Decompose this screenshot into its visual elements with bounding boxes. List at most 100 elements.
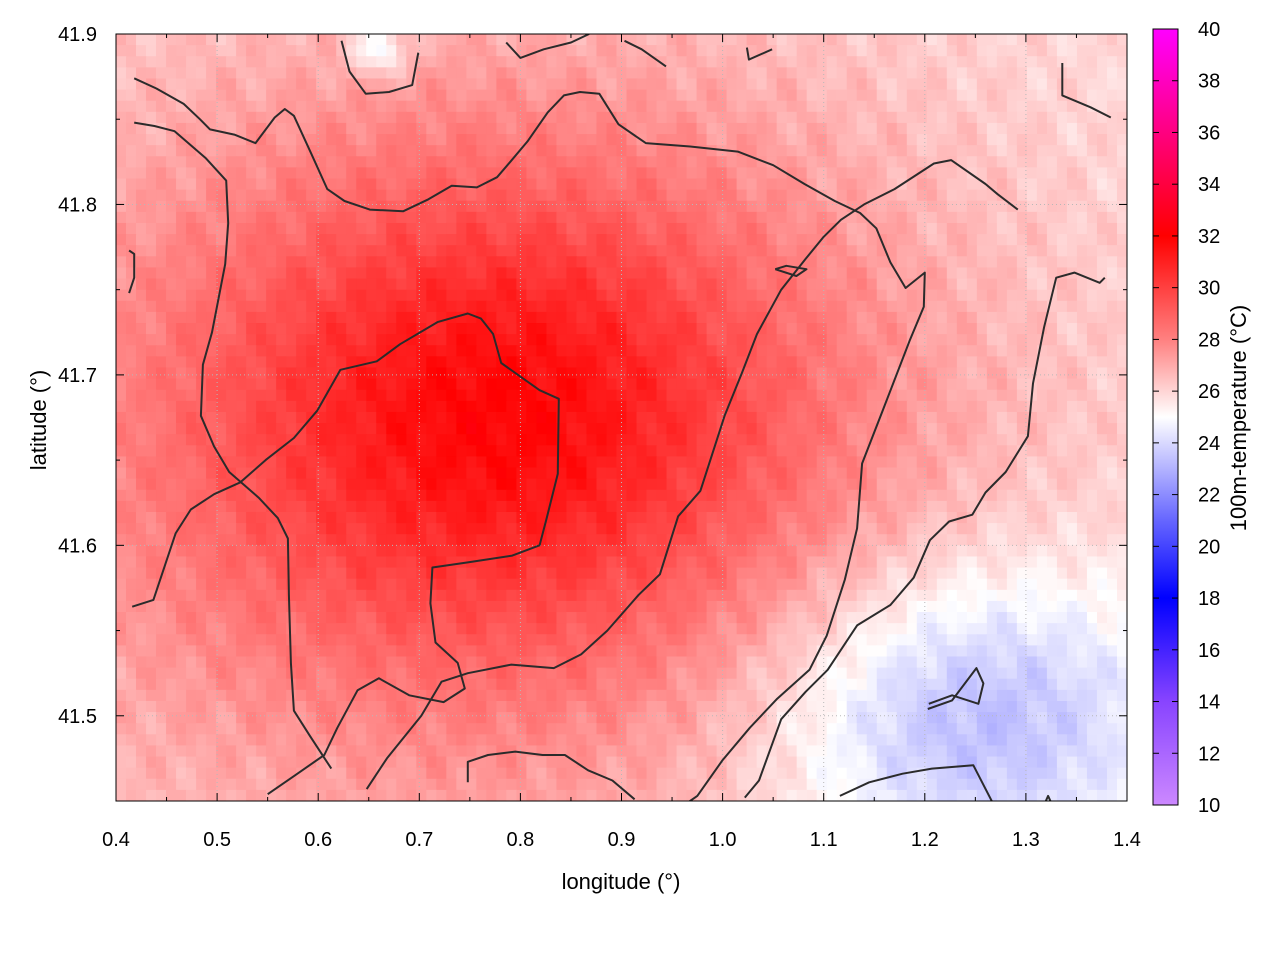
heatmap-cell xyxy=(946,556,958,569)
heatmap-cell xyxy=(156,211,167,224)
heatmap-cell xyxy=(766,411,778,424)
heatmap-cell xyxy=(276,100,287,113)
heatmap-cell xyxy=(196,467,207,480)
heatmap-cell xyxy=(916,89,928,102)
heatmap-cell xyxy=(376,111,387,124)
heatmap-cell xyxy=(176,267,187,280)
heatmap-cell xyxy=(896,500,908,513)
heatmap-cell xyxy=(966,156,978,168)
heatmap-cell xyxy=(456,478,467,491)
heatmap-cell xyxy=(976,556,988,569)
heatmap-cell xyxy=(546,556,558,569)
heatmap-cell xyxy=(226,356,237,369)
heatmap-cell xyxy=(526,345,538,357)
heatmap-cell xyxy=(686,511,698,524)
heatmap-cell xyxy=(176,245,187,257)
heatmap-cell xyxy=(426,323,437,335)
heatmap-cell xyxy=(746,245,758,257)
heatmap-cell xyxy=(696,178,708,191)
heatmap-cell xyxy=(696,278,708,291)
heatmap-cell xyxy=(856,334,868,346)
heatmap-cell xyxy=(1086,445,1098,458)
heatmap-cell xyxy=(1016,345,1028,357)
heatmap-cell xyxy=(806,511,818,524)
heatmap-cell xyxy=(696,167,708,180)
heatmap-cell xyxy=(776,356,788,369)
heatmap-cell xyxy=(466,300,477,313)
heatmap-cell xyxy=(276,122,287,135)
heatmap-cell xyxy=(516,211,528,224)
heatmap-cell xyxy=(906,122,918,135)
heatmap-cell xyxy=(616,111,628,124)
heatmap-cell xyxy=(736,478,748,491)
heatmap-cell xyxy=(376,234,387,246)
heatmap-cell xyxy=(256,400,267,413)
heatmap-cell xyxy=(366,67,377,80)
heatmap-cell xyxy=(886,56,898,68)
heatmap-cell xyxy=(606,256,618,269)
heatmap-cell xyxy=(486,178,497,191)
heatmap-cell xyxy=(1016,256,1028,269)
heatmap-cell xyxy=(1016,556,1028,569)
heatmap-cell xyxy=(236,100,247,113)
heatmap-cell xyxy=(756,256,768,269)
heatmap-cell xyxy=(726,100,738,113)
heatmap-cell xyxy=(466,256,477,269)
heatmap-cell xyxy=(926,100,938,113)
heatmap-cell xyxy=(126,523,137,535)
heatmap-cell xyxy=(976,278,988,291)
heatmap-cell xyxy=(1066,100,1078,113)
heatmap-cell xyxy=(166,67,177,80)
heatmap-cell xyxy=(706,523,718,535)
heatmap-cell xyxy=(1076,434,1088,446)
heatmap-cell xyxy=(926,234,938,246)
heatmap-cell xyxy=(386,100,397,113)
heatmap-cell xyxy=(936,400,948,413)
heatmap-cell xyxy=(696,334,708,346)
heatmap-cell xyxy=(446,356,457,369)
heatmap-cell xyxy=(716,489,728,502)
heatmap-cell xyxy=(1066,278,1078,291)
heatmap-cell xyxy=(266,389,277,402)
heatmap-cell xyxy=(676,500,688,513)
heatmap-cell xyxy=(1046,334,1058,346)
heatmap-cell xyxy=(826,445,838,458)
heatmap-cell xyxy=(1006,89,1018,102)
heatmap-cell xyxy=(226,156,237,168)
heatmap-cell xyxy=(846,345,858,357)
heatmap-cell xyxy=(836,45,848,57)
heatmap-cell xyxy=(786,100,798,113)
heatmap-cell xyxy=(1086,489,1098,502)
heatmap-cell xyxy=(466,156,477,168)
heatmap-cell xyxy=(996,489,1008,502)
heatmap-cell xyxy=(1116,156,1127,168)
heatmap-cell xyxy=(836,489,848,502)
heatmap-cell xyxy=(816,45,828,57)
heatmap-cell xyxy=(756,334,768,346)
heatmap-cell xyxy=(236,134,247,146)
heatmap-cell xyxy=(696,67,708,80)
heatmap-cell xyxy=(576,89,588,102)
heatmap-cell xyxy=(476,189,487,202)
heatmap-cell xyxy=(246,34,257,46)
heatmap-cell xyxy=(116,356,127,369)
heatmap-cell xyxy=(1016,278,1028,291)
heatmap-cell xyxy=(496,423,507,435)
heatmap-cell xyxy=(1016,478,1028,491)
heatmap-cell xyxy=(476,89,487,102)
heatmap-cell xyxy=(446,67,457,80)
heatmap-cell xyxy=(566,389,578,402)
heatmap-cell xyxy=(146,178,157,191)
heatmap-cell xyxy=(706,289,718,302)
heatmap-cell xyxy=(1066,367,1078,380)
heatmap-cell xyxy=(846,56,858,68)
heatmap-cell xyxy=(526,311,538,324)
heatmap-cell xyxy=(276,334,287,346)
heatmap-cell xyxy=(166,567,177,580)
heatmap-cell xyxy=(1046,167,1058,180)
heatmap-cell xyxy=(686,278,698,291)
heatmap-cell xyxy=(1096,378,1108,391)
heatmap-cell xyxy=(146,500,157,513)
heatmap-cell xyxy=(776,534,788,546)
heatmap-cell xyxy=(876,256,888,269)
